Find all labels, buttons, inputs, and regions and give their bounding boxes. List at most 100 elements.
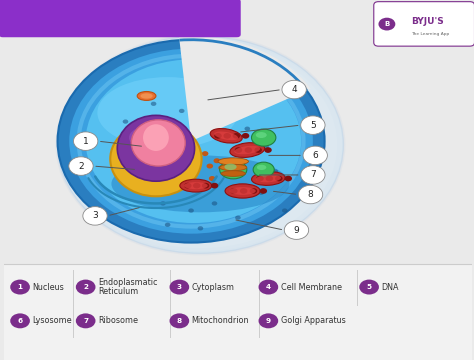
Text: 8: 8 (177, 318, 182, 324)
Ellipse shape (69, 49, 313, 234)
Text: Nucleus: Nucleus (32, 283, 64, 292)
Circle shape (209, 176, 215, 181)
Circle shape (113, 166, 119, 170)
Ellipse shape (129, 126, 169, 149)
Text: 1: 1 (83, 137, 89, 146)
Text: Cytoplasm: Cytoplasm (191, 283, 235, 292)
Ellipse shape (57, 36, 343, 253)
Circle shape (188, 208, 194, 213)
Text: 5: 5 (310, 121, 316, 130)
Text: DNA: DNA (381, 283, 399, 292)
Circle shape (250, 188, 257, 194)
Circle shape (170, 314, 189, 328)
Circle shape (76, 280, 95, 294)
Circle shape (218, 165, 225, 170)
Text: EUKARYOTIC CELL: EUKARYOTIC CELL (12, 10, 174, 26)
Text: 7: 7 (83, 318, 88, 324)
Ellipse shape (221, 171, 246, 176)
Text: 2: 2 (83, 284, 88, 290)
Ellipse shape (230, 143, 264, 157)
Text: The Learning App: The Learning App (411, 32, 449, 36)
Circle shape (359, 280, 379, 294)
Circle shape (179, 109, 184, 113)
Circle shape (202, 151, 209, 156)
Text: 1: 1 (18, 284, 23, 290)
Circle shape (284, 221, 309, 239)
Circle shape (275, 176, 283, 181)
Circle shape (265, 176, 273, 181)
Ellipse shape (234, 146, 260, 154)
Text: 4: 4 (266, 284, 271, 290)
Circle shape (301, 116, 325, 134)
Circle shape (256, 176, 264, 181)
Ellipse shape (225, 184, 260, 198)
Text: 7: 7 (310, 171, 316, 180)
Ellipse shape (151, 131, 161, 136)
Circle shape (10, 280, 30, 294)
Circle shape (258, 190, 264, 195)
Ellipse shape (137, 91, 156, 100)
Circle shape (240, 188, 247, 194)
Circle shape (207, 163, 213, 168)
Ellipse shape (165, 135, 175, 140)
Text: Lysosome: Lysosome (32, 316, 72, 325)
Ellipse shape (218, 158, 248, 165)
Ellipse shape (219, 160, 247, 179)
Circle shape (216, 116, 222, 120)
Ellipse shape (140, 93, 153, 99)
Ellipse shape (110, 122, 201, 196)
Circle shape (233, 133, 240, 139)
Ellipse shape (57, 40, 325, 243)
Circle shape (245, 147, 252, 153)
Circle shape (273, 169, 278, 174)
Ellipse shape (184, 182, 208, 189)
Ellipse shape (214, 131, 238, 140)
Ellipse shape (253, 162, 274, 177)
Circle shape (282, 208, 288, 213)
Circle shape (170, 280, 189, 294)
Ellipse shape (180, 179, 212, 192)
Text: 8: 8 (308, 190, 313, 199)
Ellipse shape (97, 77, 238, 148)
Text: 3: 3 (92, 211, 98, 220)
Circle shape (165, 222, 171, 227)
Ellipse shape (210, 129, 242, 143)
Circle shape (223, 133, 231, 139)
Circle shape (214, 133, 222, 139)
Text: Endoplasmatic
Reticulum: Endoplasmatic Reticulum (98, 278, 157, 296)
Text: B: B (384, 21, 390, 27)
Circle shape (184, 183, 191, 189)
Circle shape (123, 137, 128, 141)
Ellipse shape (131, 120, 185, 166)
FancyBboxPatch shape (4, 264, 472, 360)
Text: Ribosome: Ribosome (98, 316, 138, 325)
Ellipse shape (175, 144, 185, 149)
Text: Golgi Apparatus: Golgi Apparatus (281, 316, 345, 325)
Ellipse shape (219, 164, 247, 171)
Circle shape (235, 216, 241, 220)
Ellipse shape (224, 163, 237, 170)
Circle shape (73, 132, 98, 150)
Ellipse shape (137, 135, 147, 140)
Circle shape (303, 146, 328, 165)
Circle shape (214, 158, 220, 163)
Circle shape (245, 127, 250, 131)
Circle shape (242, 133, 249, 139)
Circle shape (198, 226, 203, 230)
Ellipse shape (143, 124, 169, 151)
Circle shape (258, 314, 278, 328)
Circle shape (263, 144, 269, 149)
Circle shape (258, 280, 278, 294)
Circle shape (10, 314, 30, 328)
Circle shape (230, 188, 237, 194)
Circle shape (193, 183, 201, 189)
Circle shape (264, 147, 272, 153)
Ellipse shape (111, 156, 290, 212)
Text: 9: 9 (293, 226, 300, 235)
FancyBboxPatch shape (0, 0, 241, 37)
Ellipse shape (252, 172, 285, 185)
FancyBboxPatch shape (374, 2, 474, 46)
Text: 6: 6 (18, 318, 23, 324)
Circle shape (160, 201, 166, 206)
Circle shape (282, 80, 306, 99)
